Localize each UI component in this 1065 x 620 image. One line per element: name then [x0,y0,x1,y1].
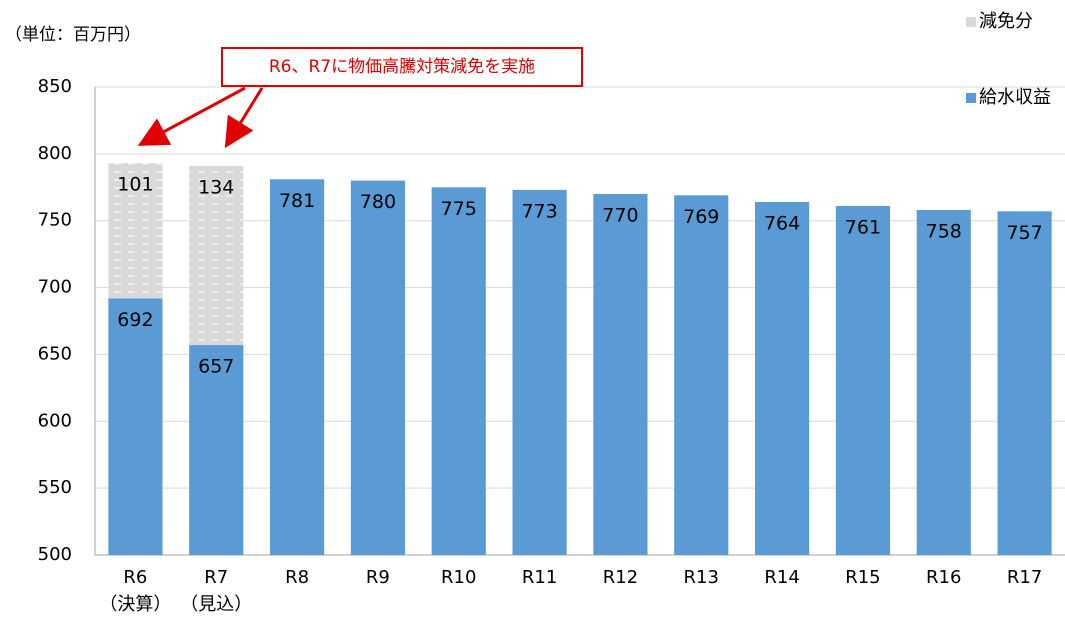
y-tick-label: 650 [38,343,72,364]
data-label: 764 [764,212,800,234]
bar [835,206,890,555]
x-tick-label: R12 [603,567,638,588]
bar [189,345,244,555]
x-tick-label: R7 [204,567,228,588]
bar [270,179,325,555]
data-label: 101 [117,174,153,196]
data-label: 773 [521,200,557,222]
annotation: R6、R7に物価高騰対策減免を実施 [269,57,535,77]
data-label: 757 [1006,222,1042,244]
x-tick-label: R14 [764,567,799,588]
data-label: 758 [926,221,962,243]
bar [593,193,648,555]
x-tick-label: R8 [285,567,309,588]
y-tick-label: 700 [38,277,72,298]
bar [108,163,163,299]
bar [997,211,1052,555]
x-tick-label: R10 [441,567,476,588]
legend-swatch [966,17,976,27]
x-tick-label: R11 [522,567,557,588]
arrow [137,86,246,146]
bar [755,201,810,555]
y-tick-label: 800 [38,143,72,164]
y-tick-label: 600 [38,410,72,431]
annotation-box [221,47,583,87]
x-tick-label: R15 [845,567,880,588]
legend-label: 減免分 [979,11,1033,32]
data-label: 692 [117,309,153,331]
bar [350,180,405,555]
legend-label: 給水収益 [979,87,1051,108]
y-tick-label: 500 [38,544,72,565]
x-tick-label: R6 [123,567,147,588]
data-label: 657 [198,356,234,378]
arrow [224,87,264,149]
x-tick-label: R17 [1007,567,1042,588]
unit-label: （単位：百万円） [5,25,141,45]
bar [189,165,244,346]
x-tick-label: R9 [366,567,390,588]
y-tick-label: 550 [38,477,72,498]
bar [431,187,486,556]
x-tick-note: （決算） [99,594,171,615]
y-tick-label: 850 [38,76,72,97]
x-tick-label: R13 [684,567,719,588]
bar [916,210,971,555]
bar [512,189,567,555]
data-label: 761 [845,217,881,239]
bar [108,298,163,555]
data-label: 770 [602,204,638,226]
data-label: 780 [360,191,396,213]
data-label: 134 [198,176,234,198]
data-label: 775 [441,198,477,220]
data-label: 781 [279,190,315,212]
bar [674,195,729,555]
legend-swatch [966,93,976,103]
data-label: 769 [683,206,719,228]
x-tick-note: （見込） [180,594,252,615]
y-tick-label: 750 [38,210,72,231]
x-tick-label: R16 [926,567,961,588]
